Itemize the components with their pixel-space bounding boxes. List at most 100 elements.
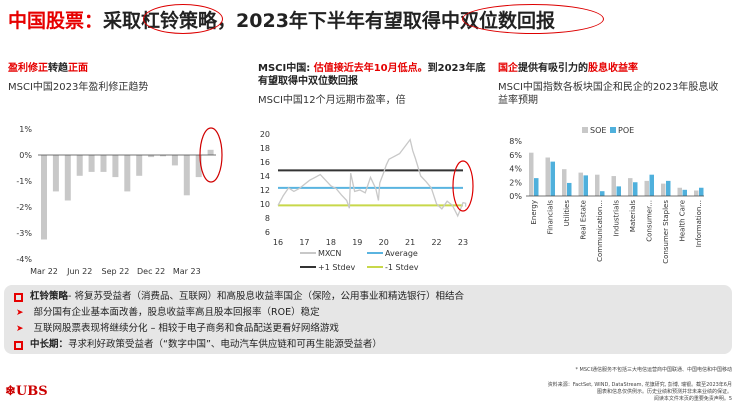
highlight-ellipse <box>462 4 604 34</box>
category-label: Financials <box>547 200 555 235</box>
bullet-text: 寻求利好政策受益者（“数字中国”、电动汽车供应链和可再生能源受益者） <box>68 339 382 350</box>
y-tick-label: 12 <box>260 186 270 195</box>
bar <box>136 155 143 176</box>
bar <box>124 155 131 192</box>
category-label: Consumer... <box>646 200 654 242</box>
bar-poe <box>699 187 704 196</box>
bullet-item: 中长期： 寻求利好政策受益者（“数字中国”、电动汽车供应链和可再生能源受益者） <box>14 337 722 353</box>
y-tick-label: 6 <box>265 228 270 237</box>
x-tick-label: 20 <box>379 238 389 247</box>
x-tick-label: 22 <box>431 238 441 247</box>
category-label: Real Estate <box>580 200 588 239</box>
bar-poe <box>682 189 687 196</box>
y-tick-label: 0% <box>509 192 522 201</box>
x-tick-label: Mar 22 <box>30 267 58 276</box>
bar-soe <box>562 169 567 196</box>
legend-label: -1 Stdev <box>385 263 419 272</box>
bar-poe <box>616 186 621 196</box>
bar-poe <box>649 174 654 196</box>
x-tick-label: Mar 23 <box>173 267 201 276</box>
bar-poe <box>583 175 588 196</box>
bar <box>88 155 95 172</box>
ubs-logo: ❄UBS <box>5 384 48 399</box>
y-tick-label: 16 <box>260 158 270 167</box>
bar <box>41 155 47 240</box>
category-label: Industrials <box>613 200 621 237</box>
bar-soe <box>595 174 600 196</box>
bar-poe <box>600 191 605 196</box>
legend-label: MXCN <box>318 249 341 258</box>
y-tick-label: 8% <box>509 137 522 146</box>
legend-label: Average <box>385 249 418 258</box>
panel3-subtitle: MSCI中国指数各板块国企和民企的2023年股息收益率预期 <box>498 82 719 106</box>
category-label: Health Care <box>679 200 687 241</box>
x-tick-label: 16 <box>273 238 283 247</box>
legend-label: SOE <box>590 126 606 135</box>
arrow-bullet-icon: ➤ <box>16 324 24 334</box>
bullet-bold: 杠铃策略 <box>30 291 69 302</box>
bar <box>100 155 107 172</box>
bar <box>183 155 190 196</box>
x-tick-label: Jun 22 <box>66 267 92 276</box>
y-tick-label: -2% <box>16 203 32 212</box>
bar-soe <box>578 172 583 196</box>
x-tick-label: 23 <box>458 238 468 247</box>
bullet-text: - 将复苏受益者（消费品、互联网）和高股息收益率国企（保险，公用事业和精选银行）… <box>68 291 464 302</box>
y-tick-label: 10 <box>260 200 270 209</box>
bar-poe <box>534 178 539 196</box>
panel2-subtitle: MSCI中国12个月远期市盈率，倍 <box>258 95 406 106</box>
bar-soe <box>529 152 534 196</box>
bar-poe <box>567 182 572 196</box>
bar-soe <box>661 183 666 196</box>
y-tick-label: 18 <box>260 144 270 153</box>
bar <box>207 149 214 155</box>
y-tick-label: 8 <box>265 214 270 223</box>
bar <box>171 155 178 166</box>
category-label: Consumer Staples <box>662 200 670 264</box>
bar <box>148 155 155 158</box>
bullet-bold: 中长期： <box>30 339 69 350</box>
legend-label: POE <box>618 126 634 135</box>
y-tick-label: 6% <box>509 151 522 160</box>
bar-poe <box>633 182 638 196</box>
category-label: Information... <box>695 200 703 247</box>
bar <box>195 155 202 178</box>
y-tick-label: -1% <box>16 177 32 186</box>
bullet-text: 互联网股票表现将继续分化 – 相较于电子商务和食品配送更看好网络游戏 <box>33 323 339 334</box>
y-tick-label: 0% <box>19 151 32 160</box>
legend-label: +1 Stdev <box>318 263 356 272</box>
y-tick-label: 14 <box>260 172 270 181</box>
bullet-item: ➤ 互联网股票表现将继续分化 – 相较于电子商务和食品配送更看好网络游戏 <box>14 321 722 337</box>
panel1-heading: 盈利修正转趋正面 <box>8 63 88 74</box>
footnote: * MSCI通信服务不包括三大电信运营商中国联通、中国电信和中国移动 <box>575 367 732 373</box>
bar <box>160 155 166 157</box>
highlight-ellipse <box>143 4 223 34</box>
arrow-bullet-icon: ➤ <box>16 308 24 318</box>
bar-soe <box>628 178 633 196</box>
panel3-heading: 国企提供有吸引力的股息收益率 <box>498 63 638 74</box>
mxcn-line <box>277 138 467 218</box>
bar-soe <box>545 157 550 196</box>
y-tick-label: 4% <box>509 165 522 174</box>
bar-poe <box>550 161 555 196</box>
x-tick-label: 18 <box>326 238 336 247</box>
category-label: Materials <box>629 200 637 232</box>
bar <box>76 155 83 176</box>
bar-soe <box>677 187 682 196</box>
category-label: Utilities <box>563 200 571 227</box>
panel2-heading: MSCI中国: 估值接近去年10月低点。到2023年底有望取得中双位数回报 <box>258 63 486 87</box>
bullet-text: 部分国有企业基本面改善，股息收益率高且股本回报率（ROE）稳定 <box>33 307 320 318</box>
bullet-item: ➤ 部分国有企业基本面改善，股息收益率高且股本回报率（ROE）稳定 <box>14 305 722 321</box>
highlight-ellipse <box>199 127 223 183</box>
category-label: Energy <box>530 200 538 225</box>
legend-swatch <box>610 127 616 133</box>
y-tick-label: 2% <box>509 178 522 187</box>
y-tick-label: -3% <box>16 229 32 238</box>
square-bullet-icon <box>14 292 23 302</box>
bar-soe <box>644 180 649 196</box>
panel1-subtitle: MSCI中国2023年盈利修正趋势 <box>8 82 149 93</box>
highlight-ellipse <box>452 160 474 212</box>
bar-soe <box>694 190 699 196</box>
bar <box>52 155 59 192</box>
y-tick-label: 1% <box>19 125 32 134</box>
